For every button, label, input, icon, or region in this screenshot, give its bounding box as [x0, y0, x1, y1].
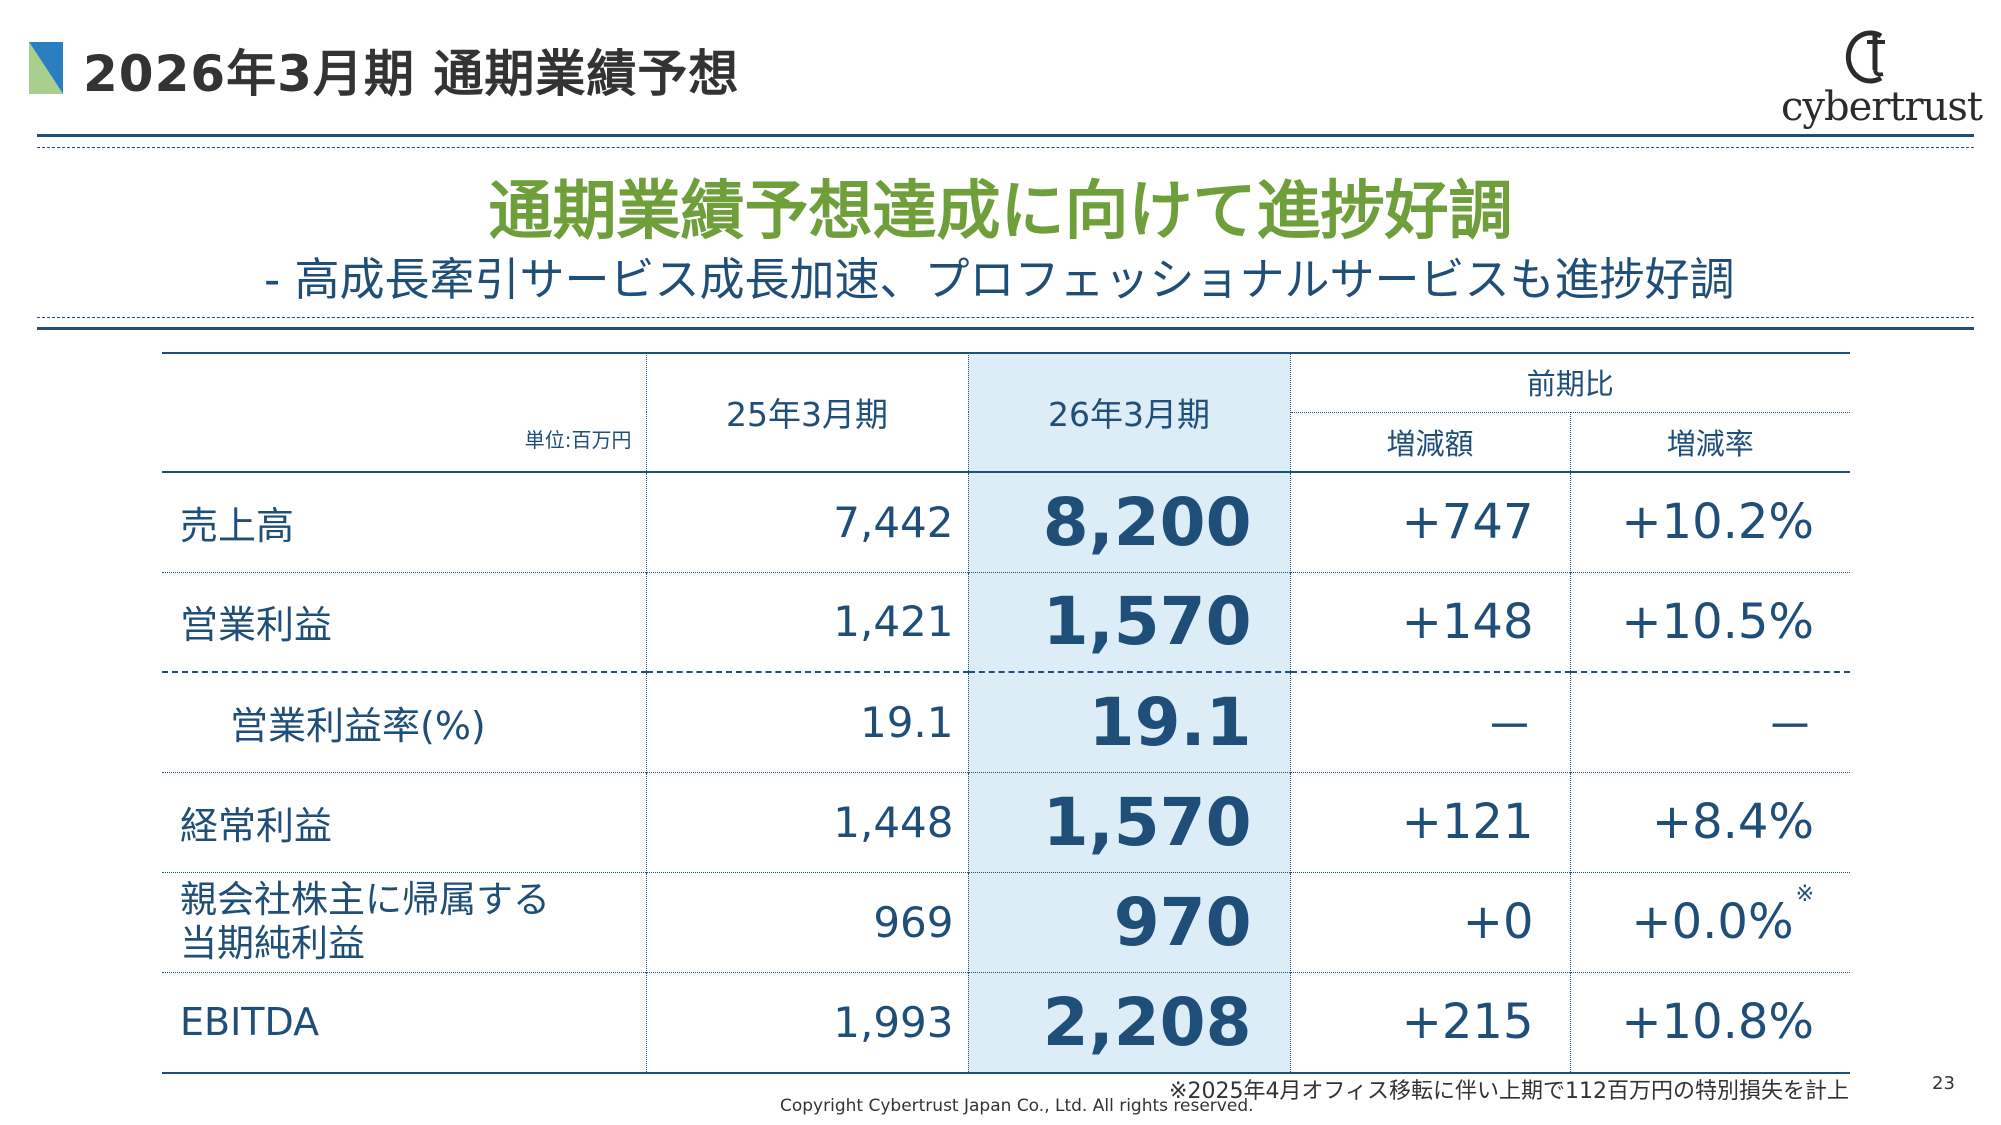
row-label-line1: 親会社株主に帰属する [180, 878, 550, 921]
title-accent-icon [29, 42, 63, 94]
row-label: EBITDA [162, 971, 647, 1072]
row-label: 親会社株主に帰属する 当期純利益 [162, 871, 647, 972]
curr-value: 8,200 [968, 471, 1291, 572]
prev-value: 969 [646, 871, 969, 972]
diff-value: +0 [1290, 871, 1571, 972]
ct-monogram-icon [1845, 30, 1885, 84]
row-label-line2: 当期純利益 [180, 922, 365, 965]
curr-value: 970 [968, 871, 1291, 972]
diff-value: +121 [1290, 771, 1571, 872]
page-title: 2026年3月期 通期業績予想 [83, 45, 740, 103]
prev-value: 1,421 [646, 571, 969, 672]
rate-value: +10.5% [1570, 571, 1851, 672]
subheadline-divider-dashed [37, 317, 1974, 318]
row-label: 営業利益率(%) [162, 671, 647, 772]
table-row: EBITDA 1,993 2,208 +215 +10.8% [162, 971, 1851, 1072]
table-row: 親会社株主に帰属する 当期純利益 969 970 +0 +0.0%※ [162, 871, 1851, 972]
table-row: 経常利益 1,448 1,570 +121 +8.4% [162, 771, 1851, 872]
subheadline: - 高成長牽引サービス成長加速、プロフェッショナルサービスも進捗好調 [264, 253, 1735, 306]
diff-value: +747 [1290, 471, 1571, 572]
curr-value: 19.1 [968, 671, 1291, 772]
rate-value: +8.4% [1570, 771, 1851, 872]
table-row: 営業利益率(%) 19.1 19.1 － － [162, 671, 1851, 772]
table-row: 売上高 7,442 8,200 +747 +10.2% [162, 471, 1851, 572]
rate-cell: +0.0%※ [1570, 871, 1851, 972]
rate-value: +10.8% [1570, 971, 1851, 1072]
table-top-border [162, 352, 1850, 354]
curr-value: 1,570 [968, 771, 1291, 872]
headline: 通期業績予想達成に向けて進捗好調 [488, 175, 1513, 249]
prev-value: 19.1 [646, 671, 969, 772]
curr-value: 2,208 [968, 971, 1291, 1072]
col-header-prev: 25年3月期 [646, 352, 969, 472]
diff-value: － [1290, 671, 1571, 772]
footnote-mark: ※ [1795, 882, 1815, 907]
rate-value: － [1570, 671, 1851, 772]
copyright: Copyright Cybertrust Japan Co., Ltd. All… [780, 1096, 1254, 1116]
row-label: 売上高 [162, 471, 647, 572]
prev-value: 1,448 [646, 771, 969, 872]
table-row: 営業利益 1,421 1,570 +148 +10.5% [162, 571, 1851, 672]
header-divider-dashed [37, 147, 1974, 148]
prev-value: 1,993 [646, 971, 969, 1072]
col-header-yoy: 前期比 [1526, 366, 1614, 401]
logo-wordmark: cybertrust [1781, 84, 1983, 130]
forecast-table: 単位:百万円 25年3月期 26年3月期 前期比 増減額 増減率 売上高 7,4… [162, 352, 1851, 1072]
page-number: 23 [1932, 1073, 1955, 1094]
col-header-rate: 増減率 [1570, 411, 1851, 472]
diff-value: +215 [1290, 971, 1571, 1072]
footnote: ※2025年4月オフィス移転に伴い上期で112百万円の特別損失を計上 [1169, 1079, 1849, 1104]
col-header-diff: 増減額 [1290, 411, 1571, 472]
prev-value: 7,442 [646, 471, 969, 572]
curr-value: 1,570 [968, 571, 1291, 672]
col-header-curr: 26年3月期 [968, 352, 1291, 472]
subheadline-divider [37, 327, 1974, 330]
row-label: 営業利益 [162, 571, 647, 672]
rate-value: +0.0% [1631, 894, 1794, 950]
rate-value: +10.2% [1570, 471, 1851, 572]
row-label: 経常利益 [162, 771, 647, 872]
table-bottom-border [162, 1072, 1850, 1074]
company-logo: cybertrust [1773, 20, 1983, 130]
diff-value: +148 [1290, 571, 1571, 672]
unit-label: 単位:百万円 [162, 352, 647, 472]
header-divider [37, 134, 1974, 137]
